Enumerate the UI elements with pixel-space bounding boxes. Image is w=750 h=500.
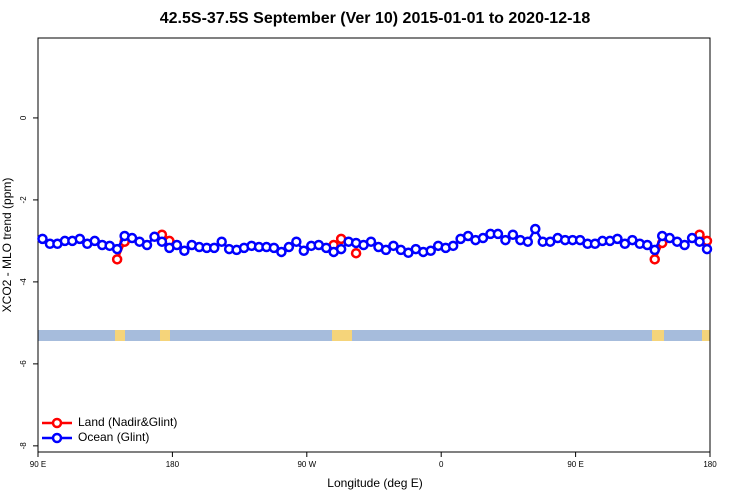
data-point <box>111 254 123 265</box>
data-point <box>179 245 190 256</box>
data-point <box>380 244 392 256</box>
data-point <box>365 236 377 247</box>
data-point <box>388 240 399 252</box>
data-point <box>522 236 534 247</box>
x-tick-label: 90 E <box>567 460 583 469</box>
data-point <box>701 243 713 255</box>
data-point <box>335 243 347 255</box>
x-tick-label: 90 W <box>297 460 316 469</box>
data-point <box>649 244 660 256</box>
y-axis-label: XCO2 - MLO trend (ppm) <box>0 178 14 313</box>
data-point <box>507 229 519 241</box>
y-tick-label: -4 <box>19 278 28 286</box>
data-point <box>530 223 541 235</box>
chart-title: 42.5S-37.5S September (Ver 10) 2015-01-0… <box>160 10 591 27</box>
data-point <box>291 236 302 247</box>
data-point <box>216 236 227 247</box>
data-point <box>208 242 220 254</box>
y-tick-label: -6 <box>19 360 28 368</box>
data-point <box>425 245 436 256</box>
data-point <box>37 233 48 245</box>
data-point <box>492 228 504 240</box>
x-tick-label: 180 <box>166 460 180 469</box>
data-point <box>694 236 705 247</box>
data-point <box>679 239 690 251</box>
data-point <box>89 235 100 247</box>
data-point <box>612 233 623 245</box>
data-point <box>462 230 474 242</box>
data-point <box>141 239 153 251</box>
data-point <box>298 245 310 256</box>
x-tick-label: 0 <box>439 460 444 469</box>
data-point <box>649 254 660 265</box>
data-point <box>320 242 332 254</box>
data-point <box>447 240 459 252</box>
data-point <box>111 243 123 255</box>
data-point <box>642 239 653 251</box>
land-mask-strip <box>38 330 710 341</box>
legend-marker <box>51 417 63 429</box>
y-tick-label: -8 <box>19 442 28 450</box>
legend-label: Ocean (Glint) <box>78 430 149 444</box>
y-tick-label: 0 <box>19 115 28 120</box>
legend-marker <box>51 432 63 444</box>
data-point <box>350 247 362 259</box>
data-point <box>477 232 489 244</box>
data-point <box>149 231 160 243</box>
legend-label: Land (Nadir&Glint) <box>78 415 177 429</box>
data-point <box>268 242 280 254</box>
data-point <box>171 239 183 251</box>
data-point <box>500 234 511 246</box>
x-axis-label: Longitude (deg E) <box>327 476 422 490</box>
y-tick-label: -2 <box>19 196 28 204</box>
data-point <box>74 233 86 245</box>
data-point <box>276 246 287 258</box>
x-tick-label: 180 <box>703 460 717 469</box>
x-tick-label: 90 E <box>30 460 46 469</box>
data-point <box>156 236 168 247</box>
data-point <box>283 241 295 253</box>
